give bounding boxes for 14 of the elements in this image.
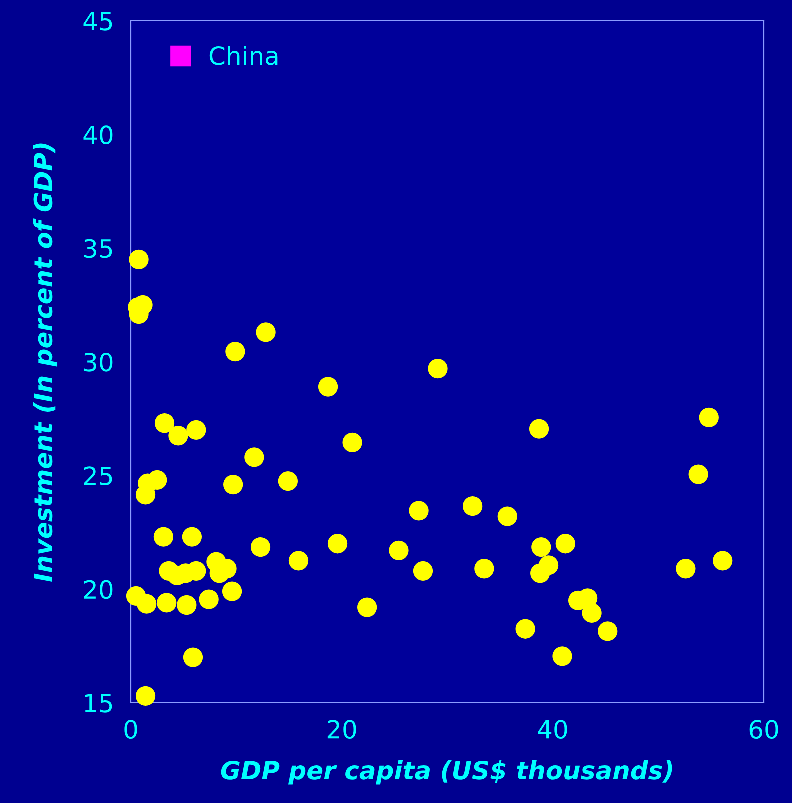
y-axis-title: Investment (In percent of GDP) <box>33 144 58 582</box>
legend-label: China <box>210 46 278 66</box>
y-tick-label: 45 <box>84 12 112 31</box>
y-tick-label: 25 <box>84 466 112 486</box>
x-tick-label: 0 <box>124 720 138 740</box>
x-tick-label: 20 <box>328 720 356 740</box>
y-tick-label: 40 <box>84 126 113 145</box>
y-tick-label: 35 <box>84 239 112 258</box>
x-tick-label: 60 <box>750 720 778 740</box>
y-tick-label: 15 <box>85 694 112 713</box>
x-axis-title: GDP per capita (US$ thousands) <box>221 760 672 785</box>
y-tick-label: 30 <box>84 352 113 372</box>
y-tick-label: 20 <box>84 580 113 600</box>
x-tick-label: 40 <box>538 720 568 740</box>
